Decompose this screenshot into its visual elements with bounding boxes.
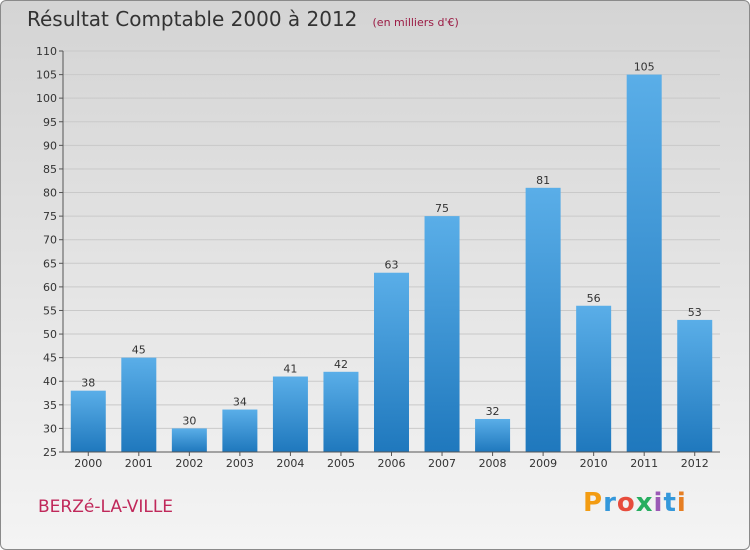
data-label: 81	[536, 174, 550, 187]
x-tick-label: 2010	[580, 457, 608, 470]
axes: 25 30 35 40 45 50 55 60 65 70 75 80 85 90 95 100 105 110 2…	[36, 45, 720, 470]
bar	[70, 390, 106, 452]
bar	[323, 371, 359, 452]
y-tick-label: 80	[43, 187, 57, 200]
data-label: 75	[435, 202, 449, 215]
y-tick-label: 75	[43, 210, 57, 223]
y-tick-label: 100	[36, 92, 57, 105]
data-label: 63	[385, 259, 399, 272]
data-label: 41	[283, 363, 297, 376]
data-label: 42	[334, 358, 348, 371]
chart-title: Résultat Comptable 2000 à 2012	[27, 7, 358, 31]
y-tick-label: 45	[43, 352, 57, 365]
data-label: 53	[688, 306, 702, 319]
y-tick-label: 40	[43, 375, 57, 388]
bar	[222, 409, 258, 452]
logo-letter: o	[616, 488, 636, 518]
y-tick-label: 35	[43, 399, 57, 412]
bar	[525, 187, 561, 452]
x-tick-label: 2000	[74, 457, 102, 470]
data-label: 56	[587, 292, 601, 305]
bars: 38 45 30 34 41 42 63 75 32 81 56 105 53	[70, 61, 713, 453]
bar	[171, 428, 207, 452]
logo-letter: t	[663, 488, 677, 518]
y-tick-label: 85	[43, 163, 57, 176]
y-tick-label: 60	[43, 281, 57, 294]
y-tick-label: 50	[43, 328, 57, 341]
x-tick-label: 2007	[428, 457, 456, 470]
y-tick-label: 55	[43, 304, 57, 317]
logo-letter: r	[603, 488, 617, 518]
bar	[424, 216, 460, 452]
data-label: 105	[634, 61, 655, 74]
y-tick-label: 110	[36, 45, 57, 58]
x-tick-label: 2012	[681, 457, 709, 470]
x-tick-label: 2001	[125, 457, 153, 470]
y-tick-label: 65	[43, 257, 57, 270]
x-tick-label: 2002	[175, 457, 203, 470]
bar	[626, 74, 662, 453]
title-row: Résultat Comptable 2000 à 2012 (en milli…	[27, 7, 459, 31]
x-tick-label: 2006	[378, 457, 406, 470]
x-tick-label: 2008	[479, 457, 507, 470]
x-tick-label: 2009	[529, 457, 557, 470]
y-tick-label: 70	[43, 234, 57, 247]
y-tick-label: 25	[43, 446, 57, 459]
logo-letter: x	[635, 488, 654, 518]
data-label: 30	[182, 414, 196, 427]
data-label: 34	[233, 396, 247, 409]
x-tick-label: 2004	[276, 457, 304, 470]
logo-letter: i	[676, 488, 687, 518]
bar	[576, 305, 612, 452]
data-label: 45	[132, 344, 146, 357]
data-label: 32	[486, 405, 500, 418]
bar	[121, 357, 157, 452]
proxiti-logo: Proxiti	[583, 488, 687, 518]
logo-letter: i	[653, 488, 664, 518]
commune-name: BERZé-LA-VILLE	[38, 497, 174, 517]
data-label: 38	[81, 377, 95, 390]
y-tick-label: 30	[43, 422, 57, 435]
bar	[677, 319, 713, 452]
x-tick-label: 2005	[327, 457, 355, 470]
bar	[272, 376, 308, 452]
bar	[374, 272, 409, 452]
y-tick-label: 90	[43, 139, 57, 152]
y-tick-label: 105	[36, 69, 57, 82]
bar	[475, 418, 511, 452]
logo-letter: P	[583, 488, 604, 518]
x-tick-label: 2003	[226, 457, 254, 470]
x-tick-label: 2011	[630, 457, 658, 470]
y-tick-label: 95	[43, 116, 57, 129]
chart-subtitle: (en milliers d'€)	[372, 16, 459, 29]
